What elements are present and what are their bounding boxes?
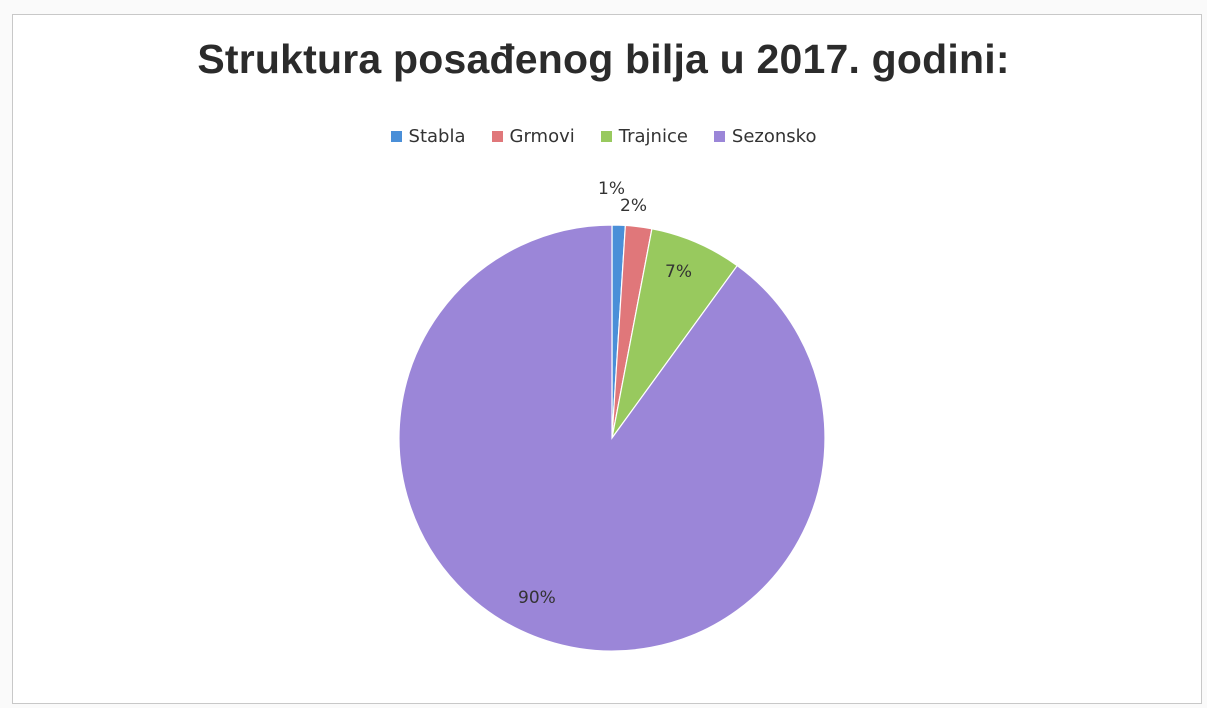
legend-swatch-sezonsko [713, 131, 725, 142]
legend-item-trajnice: Trajnice [600, 126, 688, 147]
legend-swatch-grmovi [491, 131, 503, 142]
legend-swatch-stabla [390, 131, 402, 142]
legend-label-trajnice: Trajnice [618, 126, 688, 147]
legend-label-stabla: Stabla [408, 126, 466, 147]
pie-slices [398, 224, 826, 652]
legend-item-grmovi: Grmovi [491, 126, 575, 147]
pie-label-trajnice: 7% [665, 262, 692, 282]
pie-label-sezonsko: 90% [518, 588, 556, 608]
pie-label-stabla: 1% [598, 179, 625, 199]
legend-label-grmovi: Grmovi [509, 126, 575, 147]
legend-swatch-trajnice [600, 131, 612, 142]
chart-title: Struktura posađenog bilja u 2017. godini… [197, 36, 1010, 82]
legend-item-sezonsko: Sezonsko [713, 126, 817, 147]
legend: Stabla Grmovi Trajnice Sezonsko [0, 126, 1207, 147]
pie-label-grmovi: 2% [620, 196, 647, 216]
pie-slice-sezonsko [398, 224, 826, 652]
legend-item-stabla: Stabla [390, 126, 466, 147]
pie-labels: 1% 2% 7% 90% [518, 179, 692, 608]
legend-label-sezonsko: Sezonsko [731, 126, 817, 147]
